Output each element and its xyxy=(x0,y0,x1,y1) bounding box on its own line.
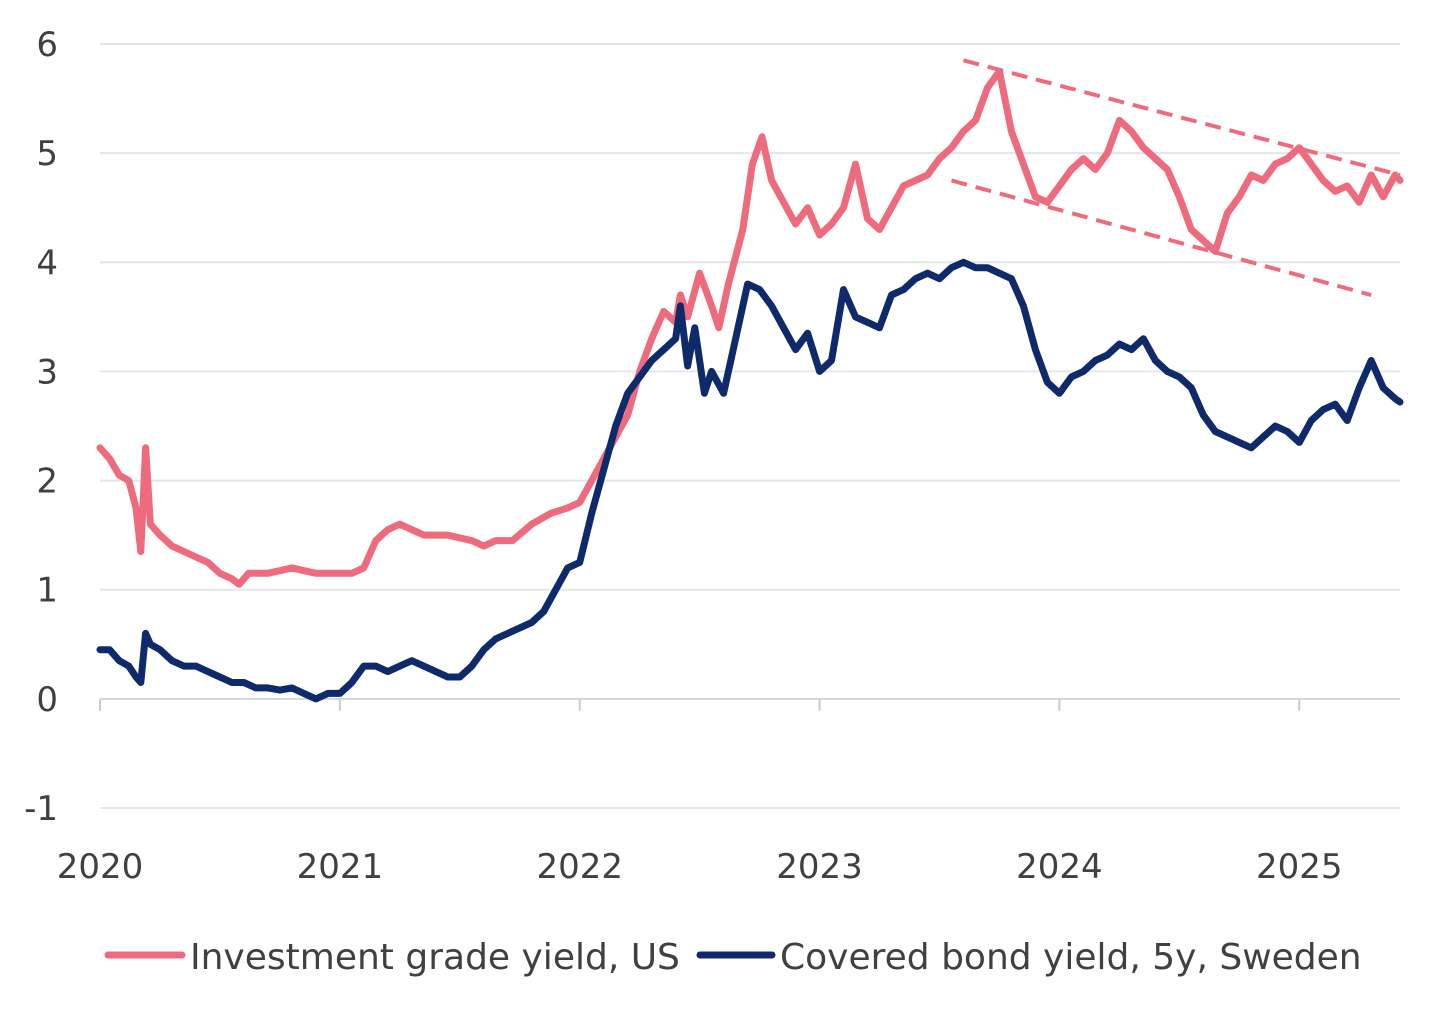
y-tick-label: 4 xyxy=(36,243,58,283)
x-tick-label: 2024 xyxy=(1016,847,1103,887)
y-tick-label: 6 xyxy=(36,25,58,65)
x-tick-label: 2020 xyxy=(57,847,144,887)
y-tick-label: 2 xyxy=(36,462,58,502)
legend: Investment grade yield, US Covered bond y… xyxy=(104,937,1362,978)
y-tick-label: -1 xyxy=(24,789,58,829)
x-tick-label: 2022 xyxy=(536,847,623,887)
y-tick-label: 3 xyxy=(36,352,58,392)
series-line-covered-bond-yield-sweden xyxy=(96,258,1404,703)
legend-label: Covered bond yield, 5y, Sweden xyxy=(780,937,1362,978)
trend-channel xyxy=(950,58,1401,297)
series-lines xyxy=(96,67,1404,703)
y-axis-ticks: 6 5 4 3 2 1 0 -1 xyxy=(24,25,58,829)
x-tick-label: 2025 xyxy=(1256,847,1343,887)
y-tick-label: 1 xyxy=(36,571,58,611)
gridlines xyxy=(100,43,1400,809)
legend-label: Investment grade yield, US xyxy=(190,937,680,978)
y-tick-label: 5 xyxy=(36,134,58,174)
trendline-upper xyxy=(962,58,1401,177)
series-line-investment-grade-yield-us xyxy=(96,67,1404,588)
x-tick-label: 2021 xyxy=(297,847,384,887)
trendline-lower xyxy=(950,178,1372,297)
x-axis-ticks: 2020 2021 2022 2023 2024 2025 xyxy=(57,698,1343,887)
x-tick-label: 2023 xyxy=(776,847,863,887)
y-tick-label: 0 xyxy=(36,680,58,720)
